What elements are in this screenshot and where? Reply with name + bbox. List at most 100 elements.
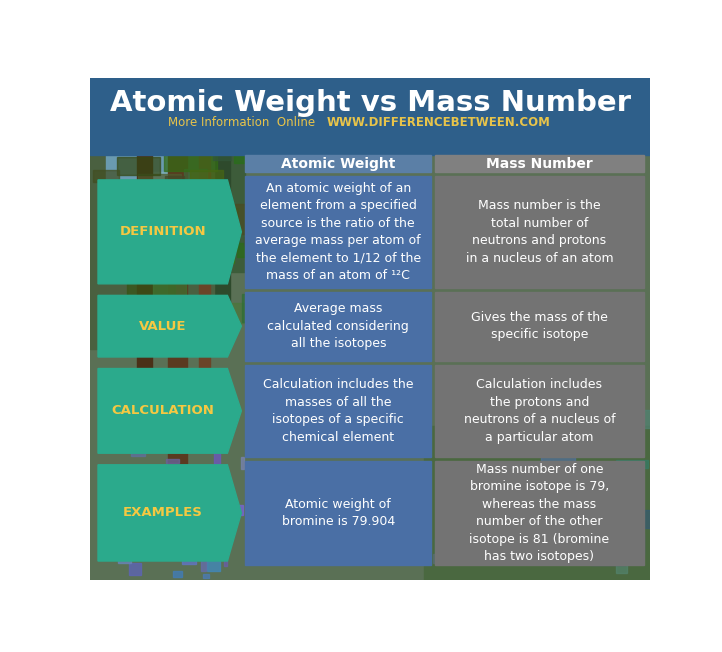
Bar — [188, 70, 223, 82]
Bar — [101, 92, 116, 118]
Text: WWW.DIFFERENCEBETWEEN.COM: WWW.DIFFERENCEBETWEEN.COM — [326, 115, 550, 128]
Bar — [572, 426, 606, 445]
Bar — [628, 410, 657, 428]
Bar — [242, 294, 282, 321]
Bar — [245, 155, 431, 172]
Bar — [225, 511, 234, 515]
Bar — [245, 364, 431, 457]
Bar — [432, 554, 459, 563]
Bar — [116, 156, 160, 175]
Bar — [201, 559, 206, 571]
Bar — [105, 118, 168, 196]
Text: Mass Number: Mass Number — [486, 156, 593, 171]
Bar — [540, 424, 572, 435]
Bar — [643, 511, 674, 528]
Bar — [101, 55, 149, 83]
Polygon shape — [98, 295, 241, 357]
Bar — [591, 550, 626, 565]
Text: Calculation includes the
masses of all the
isotopes of a specific
chemical eleme: Calculation includes the masses of all t… — [263, 378, 414, 443]
Bar — [424, 426, 656, 580]
Bar — [560, 475, 576, 504]
Bar — [129, 563, 141, 575]
Text: Atomic weight of
bromine is 79.904: Atomic weight of bromine is 79.904 — [282, 497, 395, 528]
Bar — [435, 461, 643, 565]
Bar — [153, 282, 186, 309]
Bar — [214, 452, 220, 464]
Bar — [168, 80, 187, 465]
Bar — [136, 172, 183, 234]
Bar — [214, 520, 219, 529]
Bar — [562, 433, 597, 449]
Text: CALCULATION: CALCULATION — [111, 404, 214, 417]
Bar — [591, 433, 615, 445]
Bar — [435, 176, 643, 288]
Bar — [136, 80, 152, 426]
Bar — [90, 78, 650, 155]
Bar — [90, 78, 245, 273]
Polygon shape — [98, 368, 241, 453]
Bar — [126, 124, 147, 141]
Bar — [191, 243, 235, 263]
Bar — [131, 494, 135, 503]
Bar — [182, 550, 196, 564]
Bar — [119, 194, 150, 202]
Bar — [492, 447, 505, 456]
Bar — [435, 155, 643, 172]
Text: VALUE: VALUE — [139, 319, 186, 333]
Bar — [118, 559, 131, 563]
Bar — [166, 458, 179, 463]
Bar — [190, 170, 223, 181]
Bar — [111, 312, 160, 329]
Text: Gives the mass of the
specific isotope: Gives the mass of the specific isotope — [471, 311, 608, 342]
Bar — [617, 563, 627, 573]
Bar — [123, 196, 146, 226]
Bar — [224, 556, 227, 566]
Text: An atomic weight of an
element from a specified
source is the ratio of the
avera: An atomic weight of an element from a sp… — [256, 182, 421, 282]
Bar — [471, 492, 497, 516]
Bar — [212, 538, 219, 546]
Bar — [103, 491, 107, 501]
Bar — [131, 445, 144, 456]
Bar — [617, 460, 648, 468]
Text: Atomic Weight: Atomic Weight — [281, 156, 396, 171]
Bar — [134, 516, 144, 529]
Bar — [237, 243, 261, 257]
Bar — [435, 364, 643, 457]
Text: More Information  Online: More Information Online — [168, 115, 323, 128]
Text: Calculation includes
the protons and
neutrons of a nucleus of
a particular atom: Calculation includes the protons and neu… — [464, 378, 615, 443]
Bar — [165, 176, 184, 196]
Bar — [207, 226, 239, 249]
Bar — [192, 325, 211, 349]
Text: EXAMPLES: EXAMPLES — [123, 507, 203, 520]
Bar — [199, 80, 210, 388]
Bar — [435, 538, 455, 563]
Bar — [160, 482, 173, 491]
Bar — [200, 209, 238, 218]
Bar — [178, 466, 191, 471]
Bar — [202, 483, 217, 488]
Bar — [216, 113, 235, 128]
Bar — [90, 78, 214, 349]
Bar — [184, 169, 207, 185]
Text: Average mass
calculated considering
all the isotopes: Average mass calculated considering all … — [267, 302, 409, 350]
Bar — [165, 556, 179, 559]
Bar — [169, 66, 196, 82]
Polygon shape — [98, 465, 241, 561]
Bar — [218, 487, 225, 501]
Bar — [90, 80, 230, 311]
Bar — [158, 86, 184, 107]
Bar — [233, 203, 271, 234]
Text: DEFINITION: DEFINITION — [119, 226, 206, 239]
Bar — [240, 457, 245, 469]
Bar — [614, 404, 630, 431]
Text: Atomic Weight vs Mass Number: Atomic Weight vs Mass Number — [110, 89, 630, 117]
Bar — [492, 471, 500, 491]
Bar — [225, 303, 251, 323]
Bar — [137, 175, 181, 184]
Bar — [204, 538, 209, 544]
Bar — [553, 507, 583, 524]
Bar — [130, 231, 175, 252]
Text: Mass number is the
total number of
neutrons and protons
in a nucleus of an atom: Mass number is the total number of neutr… — [466, 199, 613, 265]
Bar — [207, 560, 219, 571]
Bar — [619, 534, 643, 554]
